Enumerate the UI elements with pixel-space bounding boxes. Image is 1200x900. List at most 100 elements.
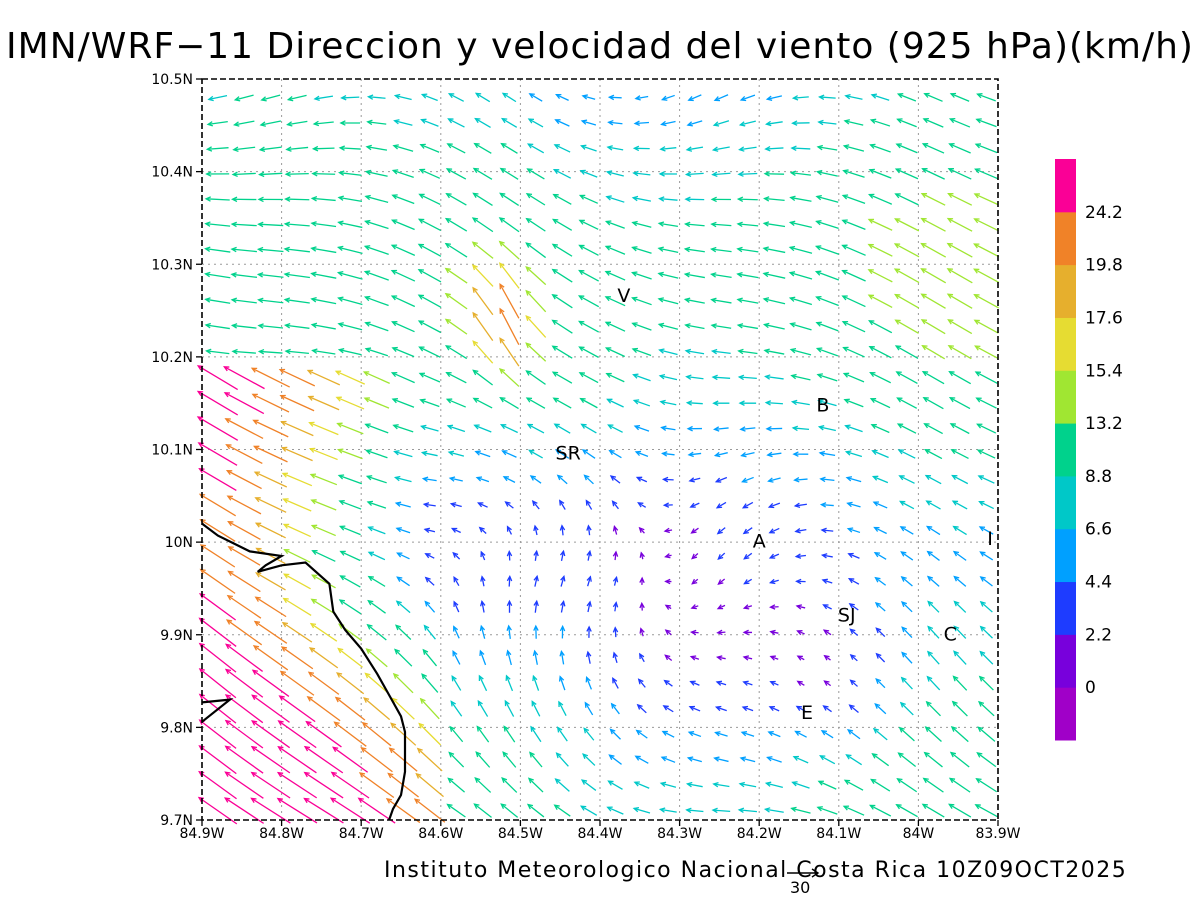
wind-vector-head [792, 451, 799, 457]
wind-vector [976, 752, 997, 768]
wind-vector-head [231, 196, 238, 203]
wind-vector-head [660, 95, 668, 101]
wind-vector-shaft [336, 672, 365, 695]
wind-vector-shaft [767, 95, 783, 100]
wind-vector-shaft [255, 596, 287, 618]
wind-vector-head [868, 168, 875, 174]
wind-vector [366, 94, 386, 100]
wind-vector-shaft [927, 551, 940, 561]
wind-vector-head [817, 119, 824, 126]
wind-vector-shaft [976, 778, 998, 793]
wind-vector-shaft [366, 648, 388, 668]
wind-vector-shaft [287, 120, 308, 126]
wind-vector-shaft [876, 653, 886, 663]
wind-vector-shaft [842, 244, 866, 256]
wind-vector-shaft [424, 625, 436, 640]
wind-vector-shaft [713, 783, 730, 788]
wind-vector-head [710, 323, 717, 329]
wind-vector [764, 374, 784, 380]
wind-vector-shaft [662, 452, 675, 456]
wind-vector-head [948, 777, 956, 784]
wind-vector [578, 194, 599, 204]
wind-vector-head [660, 120, 667, 127]
wind-vector [207, 95, 228, 102]
wind-vector-head [664, 654, 671, 661]
wind-vector-shaft [338, 221, 363, 229]
wind-vector-shaft [739, 783, 757, 788]
wind-vector-head [580, 119, 588, 125]
color-scale-label: 0 [1085, 678, 1096, 698]
wind-vector-shaft [921, 217, 946, 232]
wind-vector [577, 295, 600, 308]
wind-vector [689, 629, 699, 636]
wind-vector-head [818, 94, 825, 101]
wind-vector-head [741, 477, 748, 483]
wind-vector [390, 244, 416, 256]
wind-vector-head [499, 424, 507, 430]
wind-vector-head [391, 398, 398, 404]
wind-vector-shaft [817, 347, 839, 357]
wind-vector-shaft [393, 169, 414, 178]
wind-vector-shaft [560, 651, 565, 665]
wind-vector [815, 194, 839, 203]
wind-vector-head [451, 675, 457, 682]
wind-vector [871, 753, 890, 767]
wind-vector [657, 271, 679, 279]
wind-vector [284, 348, 309, 355]
wind-vector [504, 699, 515, 717]
wind-vector-head [612, 601, 619, 608]
wind-vector-shaft [740, 757, 756, 763]
wind-vector [849, 653, 858, 662]
wind-vector-head [417, 268, 424, 275]
wind-vector [559, 499, 566, 510]
wind-vector-head [814, 245, 822, 251]
wind-vector [762, 271, 786, 279]
wind-vector [926, 575, 940, 587]
wind-vector-shaft [635, 95, 649, 100]
wind-vector [764, 400, 783, 406]
wind-vector-head [310, 322, 318, 329]
wind-vector-head [310, 246, 317, 252]
wind-vector [583, 727, 595, 741]
wind-vector [978, 500, 995, 510]
wind-vector-head [499, 397, 506, 403]
wind-vector-head [949, 423, 956, 429]
wind-vector-head [224, 745, 231, 752]
wind-vector-head [973, 319, 980, 325]
wind-vector-shaft [873, 728, 888, 741]
wind-vector [873, 551, 887, 560]
wind-vector [796, 680, 805, 686]
wind-vector [925, 700, 941, 717]
wind-vector [277, 745, 317, 774]
wind-vector [921, 168, 945, 180]
wind-vector [578, 269, 599, 282]
wind-vector-head [951, 700, 958, 707]
wind-vector-shaft [687, 402, 703, 405]
wind-vector-head [205, 146, 213, 152]
wind-vector-shaft [394, 120, 413, 126]
wind-vector [533, 524, 539, 536]
wind-vector-head [894, 193, 901, 199]
wind-vector [605, 372, 625, 383]
wind-vector [525, 342, 547, 362]
wind-vector-head [551, 268, 558, 275]
wind-vector [737, 348, 758, 355]
wind-vector-shaft [397, 552, 410, 560]
wind-vector-shaft [281, 421, 314, 437]
wind-vector-head [337, 647, 344, 654]
wind-vector [525, 266, 547, 286]
wind-vector [334, 696, 366, 721]
wind-vector [973, 293, 1000, 309]
wind-vector [447, 450, 465, 457]
color-scale-label: 6.6 [1085, 520, 1112, 540]
wind-vector-head [739, 756, 747, 762]
wind-vector-head [793, 477, 800, 483]
wind-vector [337, 347, 362, 356]
wind-vector-head [555, 93, 562, 99]
wind-vector-head [254, 497, 261, 503]
wind-vector-shaft [367, 624, 387, 641]
wind-vector-head [631, 220, 638, 227]
wind-vector-shaft [233, 146, 256, 151]
wind-vector [560, 574, 566, 587]
wind-vector-head [659, 146, 666, 152]
